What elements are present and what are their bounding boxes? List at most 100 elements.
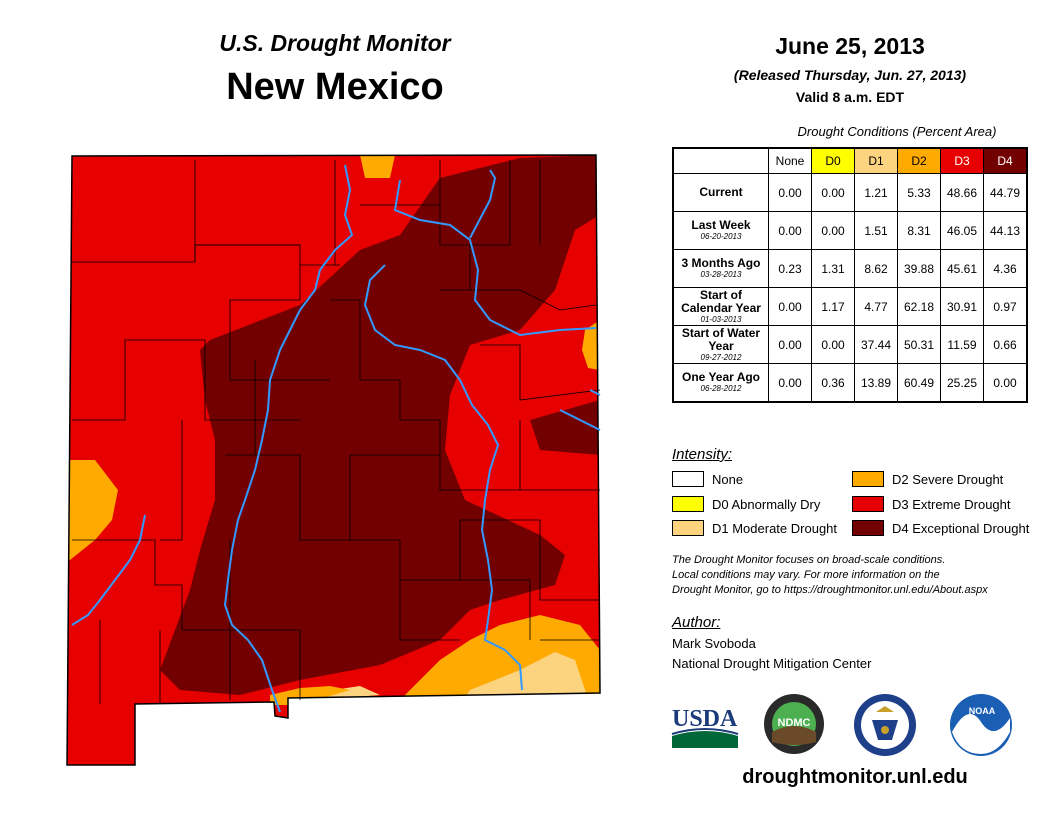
legend-label: D4 Exceptional Drought (892, 520, 1030, 536)
note-line: Local conditions may vary. For more info… (672, 569, 940, 581)
map-date: June 25, 2013 (775, 33, 925, 59)
author-name: Mark Svoboda (672, 636, 756, 651)
author-heading: Author: (672, 614, 721, 631)
row-label: Current (672, 173, 769, 212)
state-title: New Mexico (226, 66, 444, 108)
legend-item-none: None (672, 471, 743, 487)
cell-none: 0.23 (768, 249, 812, 288)
cell-d3: 46.05 (940, 211, 984, 250)
legend-label: D1 Moderate Drought (712, 520, 838, 536)
usda-logo-icon: USDA (671, 706, 739, 748)
cell-d2: 62.18 (897, 287, 941, 326)
legend-swatch (672, 496, 704, 512)
legend-swatch (852, 520, 884, 536)
note-line: Drought Monitor, go to https://droughtmo… (672, 584, 988, 596)
cell-d2: 8.31 (897, 211, 941, 250)
svg-text:NOAA: NOAA (969, 706, 996, 716)
d2-severe-area-north (360, 155, 395, 178)
cell-d4: 0.00 (983, 363, 1028, 403)
noaa-logo-icon: NOAA (950, 694, 1012, 756)
legend-label: D2 Severe Drought (892, 471, 1004, 487)
legend-title: Intensity: (672, 446, 733, 463)
col-d3: D3 (940, 147, 984, 174)
row-label: 3 Months Ago 03-28-2013 (672, 249, 769, 288)
row-label: Start of Water Year 09-27-2012 (672, 325, 769, 364)
rivers (71, 164, 601, 713)
drought-conditions-table: None D0 D1 D2 D3 D4 Current 0.00 0.00 1.… (672, 147, 1028, 403)
website-link[interactable]: droughtmonitor.unl.edu (742, 766, 968, 788)
col-d0: D0 (811, 147, 855, 174)
note-line: The Drought Monitor focuses on broad-sca… (672, 554, 946, 566)
table-row-last-week: Last Week 06-20-2013 0.00 0.00 1.51 8.31 … (672, 211, 1028, 250)
cell-d0: 0.36 (811, 363, 855, 403)
legend-swatch (672, 471, 704, 487)
legend-label: D3 Extreme Drought (892, 496, 1011, 512)
cell-none: 0.00 (768, 173, 812, 212)
cell-d1: 1.51 (854, 211, 898, 250)
cell-d1: 4.77 (854, 287, 898, 326)
d2-severe-area-east (582, 320, 600, 370)
table-row-start-water-year: Start of Water Year 09-27-2012 0.00 0.00 … (672, 325, 1028, 364)
cell-d4: 44.79 (983, 173, 1028, 212)
table-row-3-months-ago: 3 Months Ago 03-28-2013 0.23 1.31 8.62 39… (672, 249, 1028, 288)
svg-text:NDMC: NDMC (778, 717, 811, 729)
cell-d1: 8.62 (854, 249, 898, 288)
cell-d1: 1.21 (854, 173, 898, 212)
cell-d2: 39.88 (897, 249, 941, 288)
table-corner (673, 148, 769, 174)
d4-exceptional-area-east (530, 400, 600, 455)
cell-none: 0.00 (768, 325, 812, 364)
d2-severe-area-west (67, 460, 118, 560)
release-date: (Released Thursday, Jun. 27, 2013) (733, 67, 967, 83)
disclaimer-note: The Drought Monitor focuses on broad-sca… (672, 553, 1042, 598)
cell-d3: 48.66 (940, 173, 984, 212)
cell-d3: 11.59 (940, 325, 984, 364)
cell-d2: 60.49 (897, 363, 941, 403)
cell-d2: 50.31 (897, 325, 941, 364)
cell-d0: 0.00 (811, 173, 855, 212)
valid-time: Valid 8 a.m. EDT (795, 89, 905, 105)
col-d2: D2 (897, 147, 941, 174)
table-row-current: Current 0.00 0.00 1.21 5.33 48.66 44.79 (672, 173, 1028, 212)
legend-item-d3: D3 Extreme Drought (852, 496, 1011, 512)
cell-d3: 30.91 (940, 287, 984, 326)
cell-d3: 45.61 (940, 249, 984, 288)
county-boundaries (72, 160, 601, 704)
cell-none: 0.00 (768, 363, 812, 403)
col-none: None (768, 147, 812, 174)
cell-d1: 13.89 (854, 363, 898, 403)
table-caption: Drought Conditions (Percent Area) (797, 124, 997, 139)
d1-moderate-area-southeast (460, 652, 590, 705)
cell-d2: 5.33 (897, 173, 941, 212)
cell-d4: 0.97 (983, 287, 1028, 326)
commerce-seal-icon (854, 694, 916, 756)
legend-swatch (672, 520, 704, 536)
drought-map (66, 154, 601, 766)
col-d4: D4 (983, 147, 1028, 174)
cell-d4: 44.13 (983, 211, 1028, 250)
cell-d0: 0.00 (811, 325, 855, 364)
svg-text:USDA: USDA (672, 706, 738, 732)
state-outline (66, 154, 601, 766)
cell-d0: 1.17 (811, 287, 855, 326)
legend-item-d2: D2 Severe Drought (852, 471, 1003, 487)
row-label: One Year Ago 06-28-2012 (672, 363, 769, 403)
legend-swatch (852, 496, 884, 512)
table-row-start-calendar-year: Start of Calendar Year 01-03-2013 0.00 1.… (672, 287, 1028, 326)
cell-none: 0.00 (768, 287, 812, 326)
col-d1: D1 (854, 147, 898, 174)
row-label: Start of Calendar Year 01-03-2013 (672, 287, 769, 326)
cell-none: 0.00 (768, 211, 812, 250)
legend-item-d1: D1 Moderate Drought (672, 520, 837, 536)
legend-item-d0: D0 Abnormally Dry (672, 496, 820, 512)
cell-d0: 0.00 (811, 211, 855, 250)
cell-d0: 1.31 (811, 249, 855, 288)
cell-d3: 25.25 (940, 363, 984, 403)
row-label: Last Week 06-20-2013 (672, 211, 769, 250)
ndmc-logo-icon: NDMC (764, 694, 824, 754)
table-row-one-year-ago: One Year Ago 06-28-2012 0.00 0.36 13.89 6… (672, 363, 1028, 403)
table-header-row: None D0 D1 D2 D3 D4 (673, 147, 1028, 174)
cell-d4: 0.66 (983, 325, 1028, 364)
legend-swatch (852, 471, 884, 487)
cell-d4: 4.36 (983, 249, 1028, 288)
